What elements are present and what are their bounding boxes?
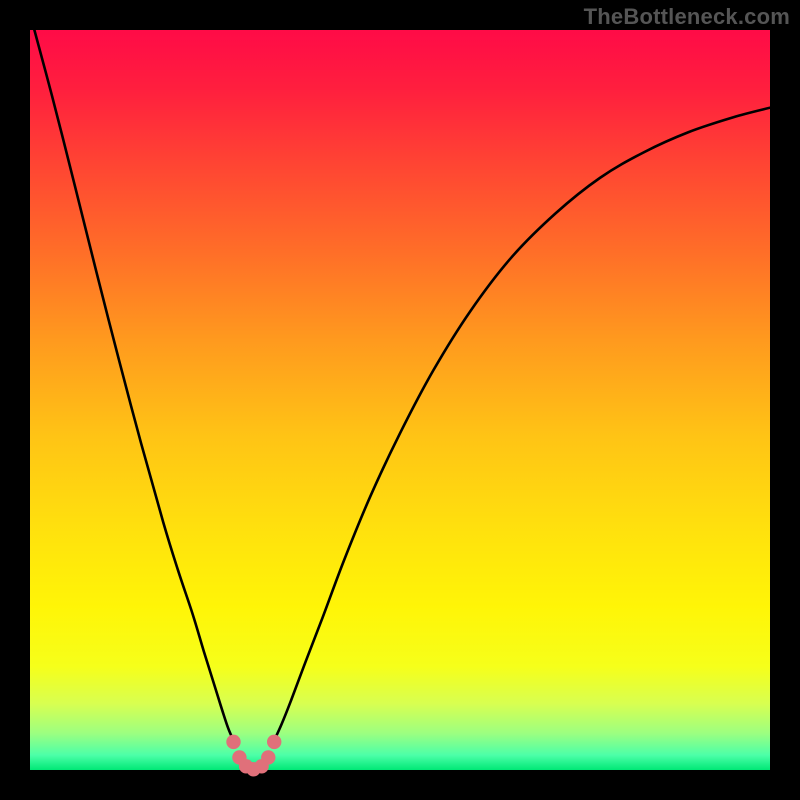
plot-svg [0,0,800,800]
chart-container: TheBottleneck.com [0,0,800,800]
plot-background [30,30,770,770]
watermark-text: TheBottleneck.com [584,4,790,30]
marker-dot [261,750,275,764]
marker-dot [267,735,281,749]
marker-dot [226,735,240,749]
